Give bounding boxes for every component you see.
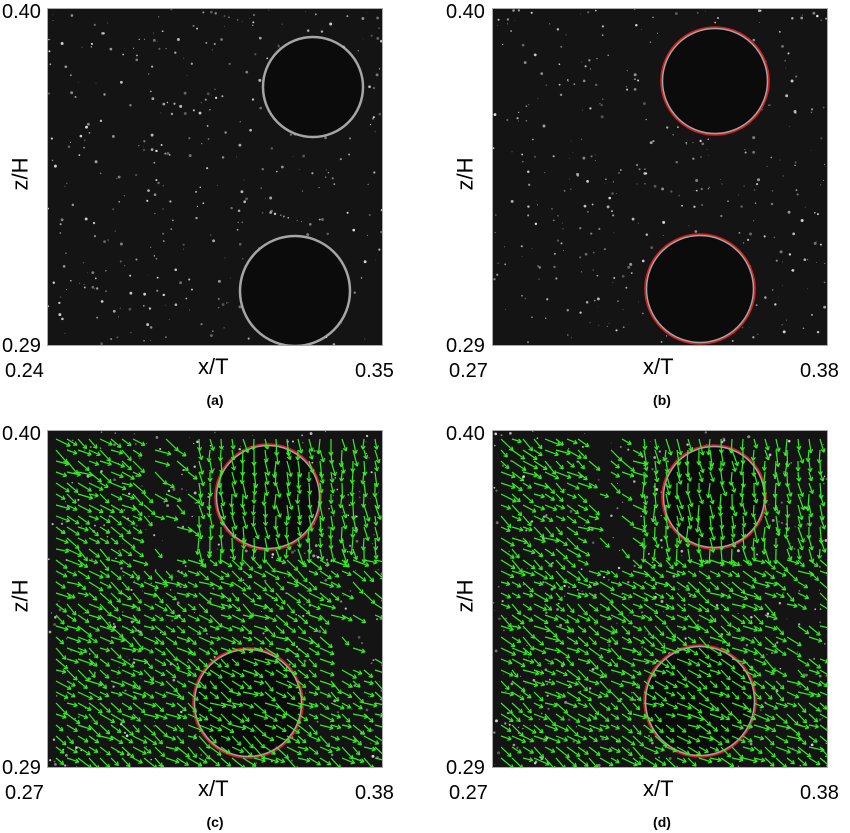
x-axis-label: x/T [198, 354, 229, 379]
vector-field-c [48, 431, 382, 767]
x-tick-right: 0.38 [800, 782, 839, 804]
y-axis-label: z/H [7, 157, 33, 191]
y-tick-bottom: 0.29 [2, 757, 41, 779]
y-tick-bottom: 0.29 [446, 335, 485, 357]
x-tick-right: 0.38 [355, 782, 394, 804]
x-tick-right: 0.35 [355, 360, 394, 382]
x-axis-label: x/T [198, 776, 229, 801]
y-tick-top: 0.40 [446, 1, 485, 23]
y-tick-bottom: 0.29 [446, 757, 485, 779]
y-axis-label: z/H [7, 579, 33, 613]
y-tick-top: 0.40 [446, 423, 485, 445]
caption-c: (c) [206, 814, 224, 830]
image-b [492, 8, 828, 346]
y-axis-label: z/H [452, 157, 478, 191]
caption-a: (a) [206, 392, 224, 408]
y-tick-top: 0.40 [2, 1, 41, 23]
x-tick-left: 0.27 [449, 782, 488, 804]
y-tick-bottom: 0.29 [2, 335, 41, 357]
x-axis-label: x/T [643, 354, 674, 379]
image-d [492, 430, 828, 768]
y-tick-top: 0.40 [2, 423, 41, 445]
vector-field-d [493, 431, 827, 767]
image-c [47, 430, 383, 768]
particle-image-a [48, 9, 382, 345]
x-axis-label: x/T [643, 776, 674, 801]
x-tick-left: 0.27 [5, 782, 44, 804]
caption-b: (b) [653, 392, 671, 408]
y-axis-label: z/H [452, 579, 478, 613]
caption-d: (d) [653, 814, 671, 830]
x-tick-left: 0.27 [449, 360, 488, 382]
particle-image-b [493, 9, 827, 345]
image-a [47, 8, 383, 346]
x-tick-right: 0.38 [800, 360, 839, 382]
x-tick-left: 0.24 [5, 360, 44, 382]
